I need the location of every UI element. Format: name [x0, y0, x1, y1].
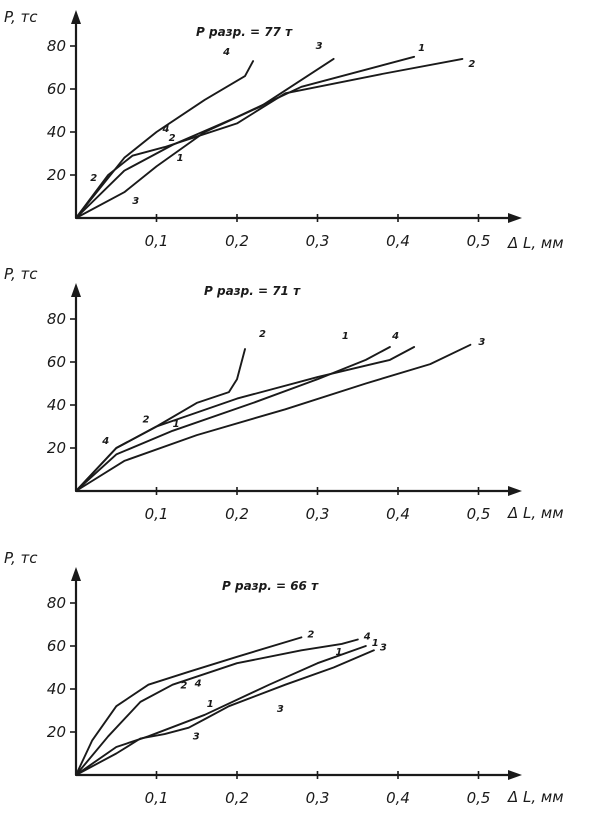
x-tick-label: 0,5 — [467, 232, 491, 250]
series-inline-label-1: 1 — [336, 647, 343, 658]
series-inline-label-4: 4 — [194, 679, 202, 690]
chart-panel-2: 0,1 0,2 0,3 0,4 0,5 20 40 60 80 P, тс Δ L, мм P раз… — [4, 265, 564, 523]
y-tick-label: 80 — [47, 37, 66, 55]
y-tick-label: 20 — [47, 723, 66, 741]
series-line-3 — [75, 649, 375, 776]
x-tick-label: 0,3 — [306, 232, 330, 250]
x-tick-label: 0,4 — [386, 505, 410, 523]
series-line-1 — [75, 645, 367, 776]
chart-title: P разр. = 71 т — [204, 284, 301, 298]
series-inline-label-3: 3 — [193, 732, 200, 743]
series-inline-label-2: 2 — [90, 173, 97, 184]
chart-title: P разр. = 77 т — [196, 25, 293, 39]
series-label-4: 4 — [363, 632, 371, 643]
y-axis-title: P, тс — [4, 8, 38, 26]
y-axis-title: P, тс — [4, 549, 38, 567]
y-tick-label: 20 — [47, 439, 66, 457]
chart-panel-1: 0,1 0,2 0,3 0,4 0,5 20 40 60 80 P, тс Δ L, мм P раз… — [4, 8, 564, 252]
series-line-4 — [75, 60, 255, 219]
series-line-2 — [75, 348, 246, 492]
x-axis-title: Δ L, мм — [507, 234, 564, 252]
series-inline-label-4: 4 — [162, 124, 170, 135]
x-tick-label: 0,3 — [306, 789, 330, 807]
y-axis-arrow — [71, 567, 81, 581]
y-tick-label: 40 — [47, 396, 66, 414]
series-label-3: 3 — [380, 642, 387, 653]
chart-title: P разр. = 66 т — [222, 579, 319, 593]
series-label-2: 2 — [307, 629, 314, 640]
series-label-2: 2 — [259, 329, 266, 340]
series-line-3 — [75, 57, 335, 219]
x-tick-label: 0,1 — [145, 232, 169, 250]
series-inline-label-2: 2 — [169, 133, 176, 144]
series-label-3: 3 — [316, 41, 323, 52]
series-line-3 — [75, 343, 472, 492]
series-inline-label-1: 1 — [177, 153, 184, 164]
x-axis-arrow — [508, 213, 522, 223]
chart-panel-3: 0,1 0,2 0,3 0,4 0,5 20 40 60 80 P, тс Δ L, мм P раз… — [4, 549, 564, 807]
y-tick-label: 60 — [47, 637, 66, 655]
series-inline-label-2: 2 — [180, 681, 187, 692]
x-tick-label: 0,2 — [225, 789, 249, 807]
series-line-4 — [75, 346, 416, 492]
x-tick-label: 0,4 — [386, 232, 410, 250]
series-inline-label-1: 1 — [173, 419, 180, 430]
x-tick-label: 0,5 — [467, 505, 491, 523]
series-label-4: 4 — [391, 331, 399, 342]
y-tick-label: 60 — [47, 80, 66, 98]
series-inline-label-4: 4 — [101, 436, 109, 447]
series-line-2 — [75, 636, 303, 776]
x-axis-arrow — [508, 486, 522, 496]
y-tick-label: 80 — [47, 310, 66, 328]
y-tick-label: 40 — [47, 680, 66, 698]
y-tick-label: 20 — [47, 166, 66, 184]
x-tick-label: 0,3 — [306, 505, 330, 523]
x-axis-title: Δ L, мм — [507, 504, 564, 522]
series-label-3: 3 — [478, 337, 485, 348]
series-label-4: 4 — [222, 47, 230, 58]
x-axis-title: Δ L, мм — [507, 788, 564, 806]
y-tick-label: 60 — [47, 353, 66, 371]
y-axis-arrow — [71, 283, 81, 297]
series-label-1: 1 — [418, 43, 425, 54]
x-tick-label: 0,1 — [145, 789, 169, 807]
series-line-2 — [75, 57, 464, 219]
x-tick-label: 0,4 — [386, 789, 410, 807]
series-inline-label-3: 3 — [132, 196, 139, 207]
x-tick-label: 0,2 — [225, 505, 249, 523]
series-line-4 — [75, 638, 359, 776]
y-axis-arrow — [71, 10, 81, 24]
series-inline-label-1: 1 — [207, 699, 214, 710]
x-tick-label: 0,1 — [145, 505, 169, 523]
series-line-1 — [75, 346, 391, 492]
series-inline-label-2: 2 — [143, 415, 150, 426]
series-label-1: 1 — [372, 638, 379, 649]
y-tick-label: 40 — [47, 123, 66, 141]
y-tick-label: 80 — [47, 594, 66, 612]
series-line-1 — [75, 55, 416, 219]
series-label-1: 1 — [342, 331, 349, 342]
x-tick-label: 0,2 — [225, 232, 249, 250]
x-tick-label: 0,5 — [467, 789, 491, 807]
series-label-2: 2 — [468, 59, 475, 70]
y-axis-title: P, тс — [4, 265, 38, 283]
x-axis-arrow — [508, 770, 522, 780]
series-inline-label-3: 3 — [277, 704, 284, 715]
